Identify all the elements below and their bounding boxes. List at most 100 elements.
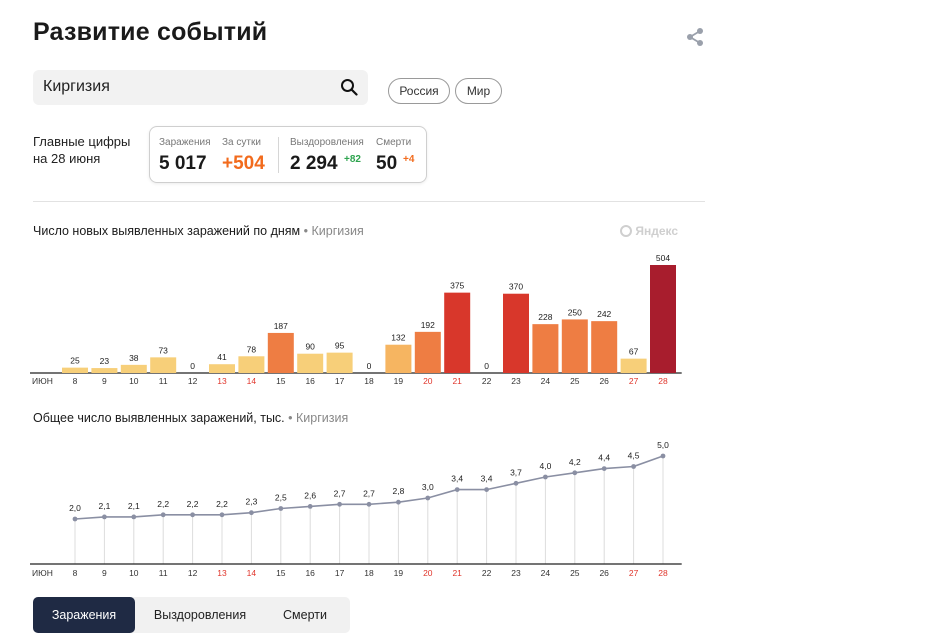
data-point [660, 453, 666, 459]
point-value-label: 2,3 [245, 497, 257, 507]
data-point [572, 470, 578, 476]
x-tick-label: 10 [129, 376, 139, 386]
cases-label: Заражения [159, 137, 211, 148]
x-tick-label: 28 [658, 568, 668, 578]
bar [297, 353, 324, 373]
bar [120, 364, 147, 373]
point-value-label: 4,0 [539, 461, 551, 471]
data-point [102, 514, 107, 520]
bar-value-label: 132 [391, 333, 405, 343]
data-point [131, 514, 137, 520]
x-tick-label: 18 [364, 376, 374, 386]
bar [209, 364, 235, 373]
page-title: Развитие событий [33, 18, 268, 46]
x-tick-label: 22 [482, 376, 492, 386]
x-tick-label: 22 [482, 568, 492, 578]
data-point [307, 504, 313, 509]
x-tick-label: 11 [159, 568, 168, 578]
x-tick-label: 21 [452, 568, 462, 578]
bar [150, 357, 177, 373]
bar-value-label: 0 [190, 361, 195, 371]
bar [91, 368, 118, 373]
bar-value-label: 41 [217, 352, 227, 362]
point-value-label: 2,6 [304, 490, 316, 500]
bar [326, 352, 353, 373]
bar-value-label: 95 [335, 341, 345, 351]
data-point [454, 487, 460, 492]
x-tick-label: 15 [276, 376, 286, 386]
x-tick-label: 8 [73, 376, 78, 386]
new-cases-bar-chart: ИЮН 25 8 23 9 38 10 73 11 0 12 41 13 78 14 187 15 90 16 95 1… [30, 253, 682, 386]
metric-tabs: Заражения Выздоровления Смерти [33, 597, 350, 633]
x-tick-label: 20 [423, 568, 433, 578]
point-value-label: 2,1 [128, 501, 140, 511]
x-tick-label: 12 [188, 568, 198, 578]
point-value-label: 2,2 [187, 499, 199, 509]
recovered-delta: +82 [344, 154, 361, 165]
data-point [543, 474, 548, 480]
bar-value-label: 504 [656, 253, 670, 263]
point-value-label: 4,4 [598, 453, 610, 463]
x-tick-label: 10 [129, 568, 139, 578]
tab-deaths[interactable]: Смерти [283, 608, 327, 622]
summary-label: Главные цифры на 28 июня [33, 133, 143, 167]
x-tick-label: 15 [276, 568, 286, 578]
bar-chart-region: Киргизия [311, 224, 364, 238]
bar [532, 324, 559, 373]
search-icon[interactable] [340, 78, 358, 96]
region-search-input[interactable]: Киргизия [33, 70, 368, 105]
bar-value-label: 78 [247, 344, 257, 354]
data-point [249, 510, 254, 516]
cases-value: 5 017 [159, 153, 207, 174]
bar-value-label: 370 [509, 282, 523, 292]
filter-russia-button[interactable]: Россия [388, 78, 450, 104]
point-value-label: 3,7 [510, 467, 522, 477]
data-point [219, 512, 225, 518]
summary-stats-card: Заражения 5 017 За сутки +504 Выздоровле… [149, 126, 427, 183]
bar [385, 344, 412, 373]
x-tick-label: 14 [247, 568, 257, 578]
section-divider [33, 201, 705, 202]
filter-world-button[interactable]: Мир [455, 78, 502, 104]
tab-recoveries[interactable]: Выздоровления [153, 608, 247, 622]
x-tick-label: 9 [102, 568, 107, 578]
data-point [484, 487, 489, 492]
bar-value-label: 192 [421, 320, 435, 330]
line-chart-title: Общее число выявленных заражений, тыс. •… [33, 411, 349, 425]
data-point [72, 516, 78, 522]
bar [503, 293, 529, 373]
data-point [337, 501, 342, 507]
daily-label: За сутки [222, 137, 261, 148]
bar [591, 321, 618, 373]
x-tick-label: 8 [73, 568, 78, 578]
data-point [513, 480, 519, 486]
bar-value-label: 67 [629, 347, 639, 357]
x-tick-label: 19 [394, 568, 404, 578]
tab-infections[interactable]: Заражения [33, 597, 135, 633]
point-value-label: 2,1 [98, 501, 110, 511]
x-tick-label: 17 [335, 376, 345, 386]
x-tick-label: 26 [599, 568, 609, 578]
x-tick-label: 26 [599, 376, 609, 386]
bar-value-label: 187 [274, 321, 288, 331]
deaths-label: Смерти [376, 137, 412, 148]
data-point [396, 499, 401, 505]
x-tick-label: 19 [394, 376, 404, 386]
share-icon[interactable] [684, 26, 706, 48]
bar-value-label: 228 [538, 312, 552, 322]
x-tick-label: 18 [364, 568, 374, 578]
bar-value-label: 73 [158, 345, 168, 355]
x-tick-label: 24 [541, 376, 551, 386]
x-tick-label: 16 [305, 376, 315, 386]
bar-value-label: 25 [70, 356, 80, 366]
data-point [601, 466, 607, 471]
recovered-label: Выздоровления [290, 137, 364, 148]
bar-value-label: 23 [100, 356, 110, 366]
point-value-label: 4,2 [569, 457, 581, 467]
x-tick-label: 27 [629, 376, 639, 386]
deaths-delta: +4 [403, 154, 415, 165]
point-value-label: 5,0 [657, 440, 669, 450]
data-point [425, 495, 431, 501]
x-tick-label: 14 [247, 376, 257, 386]
bar [414, 331, 441, 373]
